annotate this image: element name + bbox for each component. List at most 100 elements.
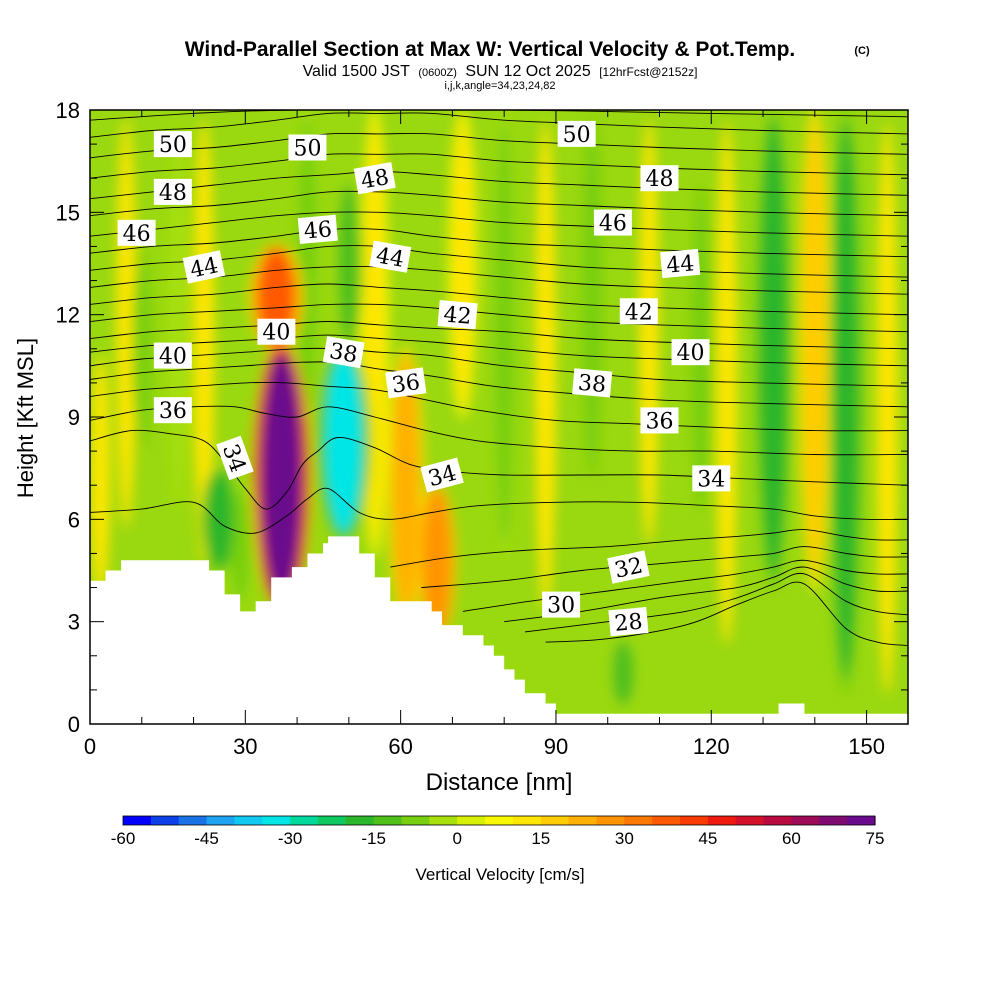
theta-label-box [593, 209, 632, 236]
theta-label: 40 [159, 345, 187, 370]
colorbar-swatch-20 [680, 816, 709, 825]
theta-label-group-3: 48 [153, 178, 192, 206]
theta-label: 48 [159, 181, 187, 206]
x-tick-label: 30 [233, 734, 257, 759]
theta-label-group-26: 30 [542, 591, 581, 619]
theta-label: 38 [577, 371, 607, 398]
w-column-23 [421, 488, 452, 636]
theta-label-box [619, 298, 658, 325]
isentrope-6 [90, 487, 908, 534]
w-column-25 [325, 352, 362, 533]
theta-label: 48 [359, 165, 391, 194]
isentrope-23 [90, 132, 908, 159]
w-column-16 [337, 181, 361, 346]
theta-label-box [153, 342, 192, 369]
isentrope-22 [90, 153, 908, 179]
theta-label-box [297, 214, 338, 244]
colorbar-swatch-5 [262, 816, 291, 825]
theta-contour-labels: 50 50 50 48 48 48 46 46 46 44 44 44 42 42 40 40 40 38 38 36… [117, 120, 731, 637]
theta-label: 30 [547, 594, 575, 619]
colorbar-frame [122, 815, 876, 826]
theta-label-group-18: 38 [572, 368, 613, 398]
theta-label: 42 [442, 302, 472, 329]
terrain-mask [90, 536, 908, 724]
isentrope-21 [90, 170, 908, 200]
colorbar-tick-label: -30 [278, 829, 303, 848]
isentrope-4 [421, 546, 908, 589]
w-column-19 [833, 121, 859, 679]
theta-label-box [153, 178, 192, 205]
theta-label-group-16: 40 [671, 339, 710, 366]
chart-subtitle: Valid 1500 JST (0600Z) SUN 12 Oct 2025 [… [303, 63, 698, 80]
isentrope-18 [90, 228, 908, 258]
colorbar-tick-label: -60 [111, 829, 136, 848]
colorbar-tick-label: 15 [531, 829, 550, 848]
colorbar-swatch-21 [707, 816, 737, 825]
theta-label-box [608, 607, 649, 637]
colorbar-swatch-12 [457, 816, 486, 825]
colorbar-swatch-3 [206, 816, 236, 825]
colorbar-label: Vertical Velocity [cm/s] [415, 865, 584, 884]
theta-label: 44 [374, 243, 406, 272]
theta-label-box [640, 165, 679, 192]
theta-label-box [557, 120, 596, 147]
theta-label-group-5: 48 [640, 165, 679, 192]
y-tick-label: 6 [68, 507, 80, 532]
x-tick-label: 150 [848, 734, 885, 759]
x-tick-label: 90 [544, 734, 568, 759]
theta-label-group-12: 42 [437, 300, 478, 330]
w-column-18 [802, 119, 828, 579]
theta-label-group-22: 34 [216, 435, 254, 481]
colorbar-tick-label: 30 [615, 829, 634, 848]
theta-label: 50 [293, 137, 321, 162]
w-column-26 [261, 353, 302, 600]
theta-label-box [607, 550, 650, 584]
colorbar-swatch-11 [429, 816, 458, 825]
theta-label: 36 [159, 399, 187, 424]
theta-label: 44 [665, 251, 695, 278]
theta-label-box [153, 131, 192, 158]
chart-title-mark: (C) [854, 45, 870, 57]
y-tick-label: 12 [56, 303, 80, 328]
theta-label-box [671, 339, 710, 366]
theta-label: 48 [645, 167, 673, 192]
w-column-17 [611, 640, 635, 706]
colorbar-tick-label: 0 [452, 829, 461, 848]
subtitle-valid: Valid 1500 JST [303, 63, 411, 80]
w-column-4 [639, 118, 659, 545]
theta-label-box [420, 457, 464, 493]
w-column-8 [581, 117, 603, 478]
colorbar-swatch-24 [791, 816, 820, 825]
colorbar-tick-label: 75 [866, 829, 885, 848]
theta-label: 38 [327, 339, 359, 368]
isentrope-20 [90, 190, 908, 217]
theta-label-box [322, 336, 365, 369]
theta-label: 40 [677, 341, 705, 366]
theta-label-box [692, 465, 731, 492]
theta-label: 36 [645, 409, 673, 434]
theta-label-box [437, 300, 478, 330]
colorbar-swatch-22 [735, 816, 765, 825]
colorbar-swatch-9 [373, 816, 403, 825]
colorbar-tick-label: 60 [782, 829, 801, 848]
theta-label-group-19: 36 [385, 367, 427, 399]
isentrope-13 [90, 321, 908, 350]
w-column-21 [391, 354, 420, 617]
theta-label-box [572, 368, 613, 398]
theta-label-box [257, 318, 296, 345]
x-tick-label: 120 [693, 734, 730, 759]
isentrope-15 [90, 283, 908, 316]
theta-label: 46 [599, 212, 627, 237]
y-tick-label: 3 [68, 610, 80, 635]
colorbar-swatch-8 [345, 816, 375, 825]
w-column-0 [168, 118, 188, 512]
colorbar-tick-label: -45 [194, 829, 219, 848]
colorbar-swatch-26 [847, 816, 876, 825]
isentrope-11 [90, 347, 908, 387]
theta-label: 34 [697, 467, 725, 492]
theta-label-group-1: 50 [288, 134, 327, 162]
terrain [90, 536, 908, 724]
y-tick-label: 9 [68, 405, 80, 430]
theta-label-group-27: 28 [608, 607, 649, 637]
